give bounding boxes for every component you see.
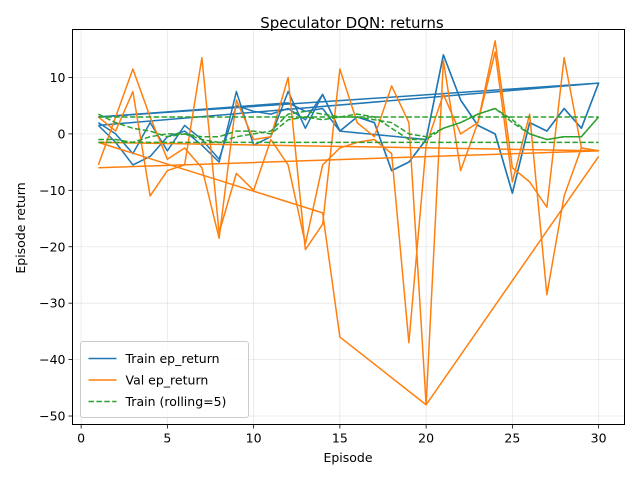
x-tick-label: 0 (77, 431, 85, 446)
legend-label: Train (rolling=5) (125, 394, 227, 409)
y-axis-label: Episode return (13, 182, 28, 273)
series-line (97, 54, 600, 194)
y-axis: −50 −40 −30 −20 −10 0 10 (39, 70, 73, 424)
x-tick-label: 25 (504, 431, 520, 446)
series-val-ep-return (97, 40, 600, 406)
series-line (98, 107, 600, 144)
x-tick-label: 30 (591, 431, 607, 446)
y-tick-label: 0 (58, 126, 66, 141)
x-tick-label: 20 (418, 431, 434, 446)
plot-area (97, 40, 600, 406)
series-line (98, 102, 427, 141)
y-tick-label: −20 (39, 239, 65, 254)
y-tick-label: −40 (39, 352, 65, 367)
legend-label: Val ep_return (126, 373, 209, 388)
series-line (97, 51, 599, 344)
chart-title: Speculator DQN: returns (260, 14, 444, 32)
series-line (98, 141, 600, 169)
y-tick-label: −50 (39, 409, 65, 424)
x-axis: 0 5 10 15 20 25 30 (77, 424, 607, 446)
series-train-ep-return (97, 54, 600, 194)
x-tick-label: 5 (163, 431, 171, 446)
plot-frame (72, 29, 625, 425)
series-train-rolling-5 (98, 107, 600, 144)
legend-label: Train ep_return (125, 351, 220, 366)
legend-box (80, 341, 249, 418)
y-tick-label: −10 (39, 183, 65, 198)
series-line (98, 107, 600, 141)
series-line (98, 141, 600, 406)
x-tick-label: 10 (246, 431, 262, 446)
x-tick-label: 15 (332, 431, 348, 446)
y-tick-label: −30 (39, 296, 65, 311)
x-axis-label: Episode (323, 450, 372, 465)
legend: Train ep_return Val ep_return Train (rolli… (80, 341, 249, 418)
series-line (98, 82, 600, 127)
y-tick-label: 10 (50, 70, 66, 85)
